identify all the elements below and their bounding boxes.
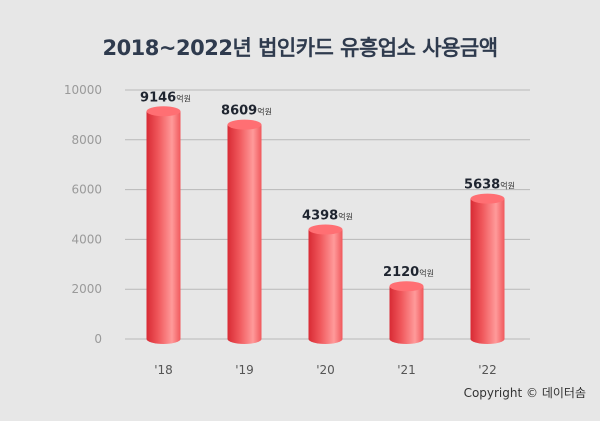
y-tick-label: 0	[94, 332, 102, 346]
bar	[227, 124, 262, 345]
y-tick-label: 4000	[71, 232, 102, 246]
bar-value-label: 4398억원	[302, 208, 353, 223]
bar-top	[470, 193, 505, 204]
bar	[146, 111, 181, 344]
bar-value-label: 8609억원	[221, 104, 272, 119]
y-tick-label: 6000	[71, 183, 102, 197]
copyright-text: Copyright © 데이터솜	[463, 386, 586, 400]
y-tick-label: 10000	[64, 83, 102, 97]
bar	[470, 198, 505, 344]
bar-top	[308, 224, 343, 235]
bar	[389, 286, 424, 344]
bar-value-label: 9146억원	[140, 90, 191, 105]
x-tick-label: '20	[316, 363, 335, 377]
y-tick-label: 2000	[71, 282, 102, 296]
x-tick-label: '19	[235, 363, 254, 377]
chart-title: 2018~2022년 법인카드 유흥업소 사용금액	[102, 36, 498, 60]
bar-top	[146, 106, 181, 117]
bar-value-label: 2120억원	[383, 265, 434, 280]
bar-value-label: 5638억원	[464, 178, 515, 193]
bar-top	[389, 281, 424, 292]
bar	[308, 229, 343, 344]
x-tick-label: '21	[397, 363, 416, 377]
y-tick-label: 8000	[71, 133, 102, 147]
x-tick-label: '22	[478, 363, 497, 377]
x-tick-label: '18	[154, 363, 173, 377]
bar-top	[227, 119, 262, 130]
